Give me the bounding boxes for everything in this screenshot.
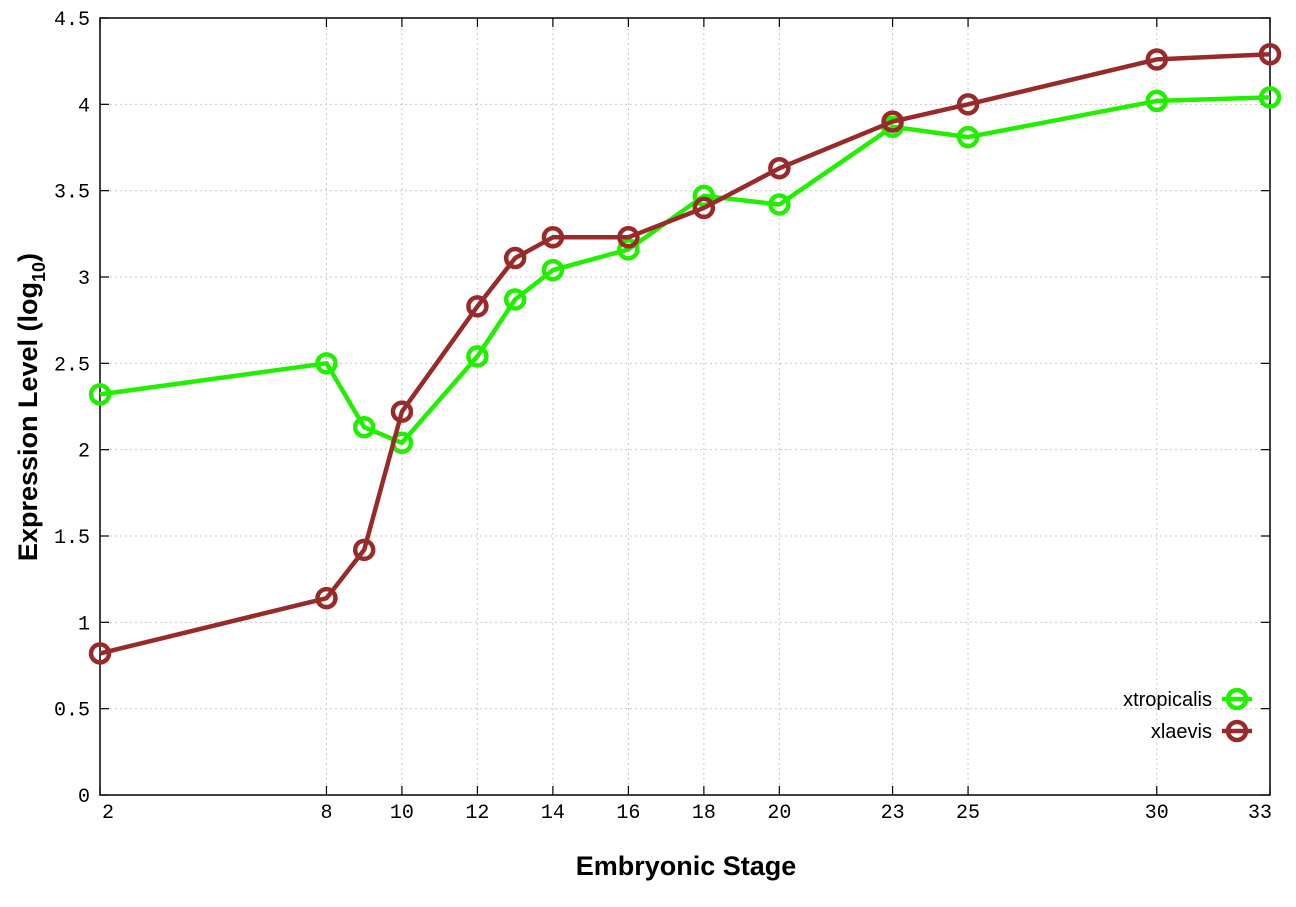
data-point-xtropicalis bbox=[1145, 89, 1169, 113]
y-axis-title-main: Expression Level (log bbox=[13, 282, 43, 561]
legend-item-xlaevis: xlaevis bbox=[1151, 719, 1252, 743]
legend-item-xtropicalis: xtropicalis bbox=[1123, 687, 1252, 711]
legend-marker-swatch bbox=[1225, 719, 1249, 743]
x-tick-label: 20 bbox=[767, 802, 791, 825]
x-tick-label: 25 bbox=[956, 802, 980, 825]
series-line-xlaevis bbox=[99, 52, 1271, 656]
x-tick-label: 12 bbox=[465, 802, 489, 825]
x-tick-label: 2 bbox=[102, 802, 114, 825]
legend-label: xtropicalis bbox=[1123, 689, 1212, 711]
data-point-xtropicalis bbox=[503, 288, 527, 311]
data-point-xtropicalis bbox=[1258, 86, 1282, 109]
data-point-xlaevis bbox=[466, 295, 489, 318]
data-point-xlaevis bbox=[617, 226, 640, 249]
y-tick-label: 4 bbox=[78, 95, 90, 118]
y-tick-label: 0.5 bbox=[54, 700, 90, 723]
x-tick-label: 30 bbox=[1145, 802, 1169, 825]
y-tick-label: 3.5 bbox=[54, 182, 90, 205]
data-point-xlaevis bbox=[1258, 43, 1282, 66]
y-tick-label: 3 bbox=[78, 268, 90, 291]
y-tick-label: 1 bbox=[78, 613, 90, 636]
legend-label: xlaevis bbox=[1151, 721, 1212, 743]
x-tick-label: 14 bbox=[541, 802, 565, 825]
y-axis-tick-labels: 0 0.5 1 1.5 2 2.5 3 3.5 4 4.5 bbox=[54, 9, 90, 809]
series-xlaevis bbox=[88, 43, 1282, 665]
x-tick-label: 23 bbox=[881, 802, 905, 825]
data-point-xtropicalis bbox=[315, 352, 338, 375]
y-tick-label: 0 bbox=[78, 786, 90, 809]
y-axis-title-subscript: 10 bbox=[29, 262, 49, 282]
y-tick-label: 4.5 bbox=[54, 9, 90, 32]
data-point-xlaevis bbox=[88, 642, 112, 665]
y-axis-title-close: ) bbox=[13, 253, 43, 262]
x-axis-title: Embryonic Stage bbox=[576, 851, 797, 881]
data-point-xlaevis bbox=[768, 156, 791, 180]
data-point-xlaevis bbox=[881, 110, 904, 133]
data-point-xlaevis bbox=[390, 400, 414, 423]
data-point-xlaevis bbox=[352, 538, 376, 562]
data-point-xlaevis bbox=[956, 93, 980, 116]
y-tick-label: 1.5 bbox=[54, 527, 90, 550]
data-point-xtropicalis bbox=[692, 184, 716, 208]
data-point-xtropicalis bbox=[352, 415, 376, 439]
legend: xtropicalis xlaevis bbox=[1123, 687, 1252, 743]
x-tick-label: 8 bbox=[320, 802, 332, 825]
series-layer bbox=[88, 43, 1282, 665]
grid-lines bbox=[100, 18, 1270, 795]
data-point-xlaevis bbox=[541, 226, 565, 249]
data-point-xtropicalis bbox=[541, 258, 565, 282]
y-tick-label: 2.5 bbox=[54, 354, 90, 377]
x-tick-label: 16 bbox=[616, 802, 640, 825]
x-axis-tick-labels: 2 8 10 12 14 16 18 20 23 25 30 33 bbox=[102, 802, 1272, 825]
plot-area-border bbox=[99, 17, 1271, 796]
axis-ticks bbox=[99, 17, 1271, 796]
data-point-xtropicalis bbox=[956, 125, 980, 149]
x-tick-label: 10 bbox=[390, 802, 414, 825]
data-point-xtropicalis bbox=[88, 383, 112, 406]
data-point-xlaevis bbox=[315, 586, 338, 610]
data-point-xlaevis bbox=[1145, 48, 1169, 71]
data-point-xlaevis bbox=[503, 246, 527, 270]
data-point-xtropicalis bbox=[617, 238, 640, 261]
data-point-xtropicalis bbox=[768, 193, 791, 216]
data-point-xtropicalis bbox=[466, 345, 489, 368]
x-tick-label: 33 bbox=[1248, 802, 1272, 825]
data-point-xlaevis bbox=[692, 196, 716, 220]
y-axis-title: Expression Level (log10) bbox=[13, 253, 49, 561]
legend-marker-swatch bbox=[1225, 687, 1249, 711]
x-tick-label: 18 bbox=[692, 802, 716, 825]
y-tick-label: 2 bbox=[78, 441, 90, 464]
